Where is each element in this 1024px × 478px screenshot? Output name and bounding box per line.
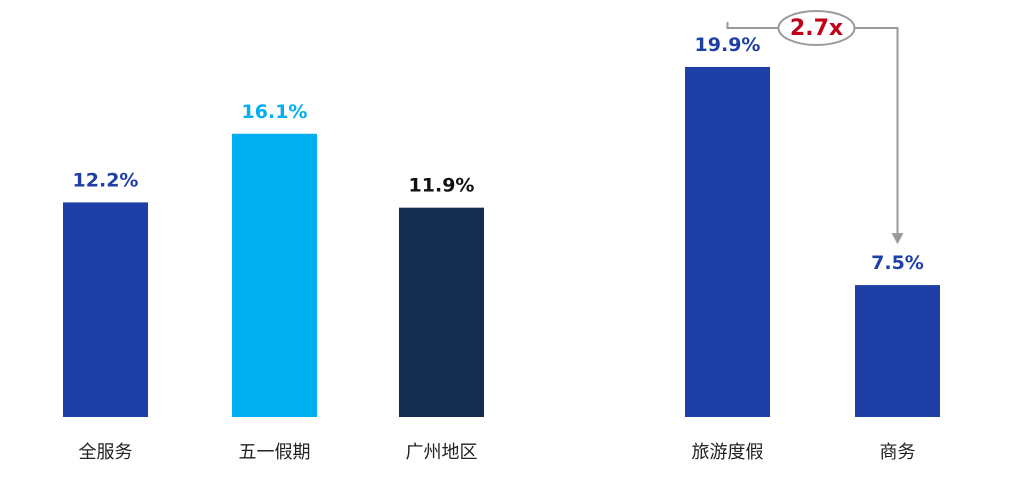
bar-groups: 12.2% 全服务 16.1% 五一假期 11.9% 广州地区 19.9% 旅游度假 7.5% 商… xyxy=(63,34,940,463)
data-label: 7.5% xyxy=(871,252,924,274)
bar xyxy=(685,66,770,417)
category-label: 五一假期 xyxy=(239,442,311,463)
bar xyxy=(855,285,940,417)
data-label: 16.1% xyxy=(242,101,308,123)
category-label: 商务 xyxy=(880,442,916,463)
data-label: 12.2% xyxy=(73,169,139,191)
category-label: 广州地区 xyxy=(406,442,478,463)
data-label: 19.9% xyxy=(695,34,761,56)
ratio-oval xyxy=(777,10,856,46)
ratio-arrowhead xyxy=(891,233,904,245)
bar xyxy=(399,207,484,417)
category-label: 全服务 xyxy=(79,442,133,463)
bar xyxy=(63,202,148,417)
category-label: 旅游度假 xyxy=(692,442,764,463)
bar xyxy=(232,133,317,417)
data-label: 11.9% xyxy=(409,175,475,197)
ratio-annotation: 2.7x xyxy=(726,10,904,245)
ratio-label: 2.7x xyxy=(790,16,843,41)
